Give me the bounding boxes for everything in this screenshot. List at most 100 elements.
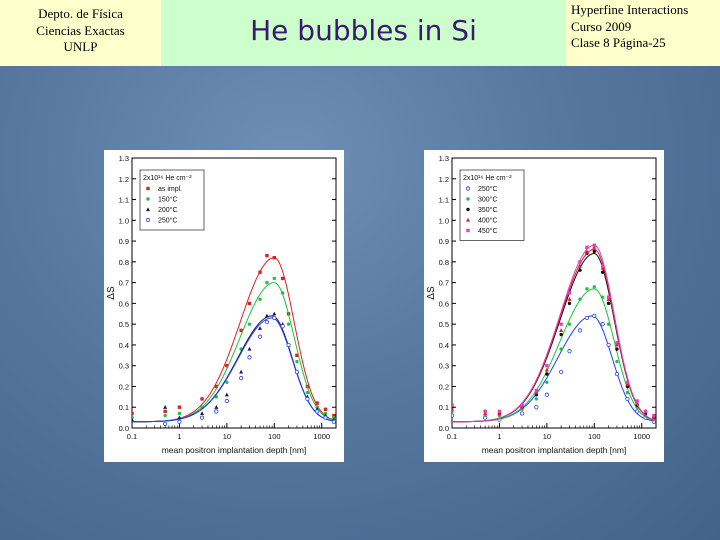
data-point (578, 260, 582, 264)
data-point (615, 341, 619, 345)
data-point (177, 415, 182, 420)
data-point (132, 417, 134, 422)
data-point (239, 328, 243, 333)
x-tick-label: 10 (543, 432, 551, 441)
series (132, 315, 336, 426)
x-tick-label: 1000 (313, 432, 330, 441)
y-tick-label: 0.5 (439, 320, 449, 329)
department-box: Depto. de Física Ciencias Exactas UNLP (0, 0, 161, 66)
data-point (272, 315, 277, 321)
data-point (132, 411, 134, 416)
data-point (559, 322, 563, 326)
y-tick-label: 1.0 (439, 216, 449, 225)
y-tick-label: 0.9 (439, 237, 449, 246)
legend-label: 150°C (158, 196, 178, 204)
data-point (652, 413, 656, 418)
data-point (614, 342, 619, 347)
data-point (224, 392, 229, 397)
data-point (585, 287, 589, 291)
data-point (200, 411, 205, 416)
data-point (545, 380, 549, 385)
data-point (465, 186, 471, 191)
y-tick-label: 0.6 (439, 299, 449, 308)
data-point (225, 380, 229, 385)
x-tick-label: 1000 (633, 432, 650, 441)
data-point (559, 328, 564, 332)
data-point (280, 291, 285, 295)
data-point (146, 197, 150, 201)
y-tick-label: 0.7 (119, 279, 129, 288)
y-tick-label: 1.0 (119, 216, 129, 225)
x-tick-label: 0.1 (127, 432, 137, 441)
data-point (466, 217, 470, 222)
data-point (544, 392, 549, 397)
x-axis-label: mean positron implantation depth [nm] (482, 445, 627, 455)
legend-label: 400°C (478, 217, 498, 225)
department-line-2: Ciencias Exactas (36, 22, 125, 38)
data-point (214, 384, 219, 389)
data-point (635, 399, 639, 403)
fit-curve (132, 317, 336, 423)
data-point (239, 376, 244, 381)
data-point (305, 390, 310, 395)
data-point (545, 363, 549, 368)
data-point (146, 207, 150, 212)
x-tick-label: 10 (223, 432, 231, 441)
x-tick-label: 1 (177, 432, 181, 441)
y-tick-label: 0.9 (119, 237, 129, 246)
chart-svg: 0.00.10.20.30.40.50.60.70.80.91.01.11.21… (424, 150, 664, 462)
data-point (247, 322, 252, 326)
data-point (452, 407, 454, 411)
data-point (497, 411, 502, 416)
chart-svg: 0.00.10.20.30.40.50.60.70.80.91.01.11.21… (104, 150, 344, 462)
title-box: He bubbles in Si (161, 0, 566, 66)
data-point (257, 334, 263, 339)
plot-frame (451, 157, 657, 429)
data-point (224, 398, 229, 404)
data-point (247, 346, 252, 351)
y-tick-label: 0.6 (119, 299, 129, 308)
y-tick-label: 0.7 (439, 279, 449, 288)
slide-title: He bubbles in Si (250, 14, 477, 47)
data-point (585, 245, 589, 250)
y-tick-label: 1.1 (439, 196, 449, 205)
legend: 2x10¹⁶ He cm⁻² 250°C 300°C 350°C 400°C 450°C (459, 169, 525, 241)
data-point (452, 413, 455, 418)
data-point (606, 297, 611, 301)
data-point (272, 276, 276, 281)
data-point (315, 401, 319, 405)
data-point (567, 322, 572, 326)
data-point (295, 359, 299, 364)
data-point (258, 326, 263, 330)
x-tick-label: 0.1 (447, 432, 457, 441)
data-point (625, 396, 630, 402)
data-point (584, 315, 590, 321)
data-point (606, 322, 611, 326)
course-line-2: Curso 2009 (571, 18, 632, 34)
x-tick-label: 100 (588, 432, 601, 441)
data-point (225, 363, 229, 368)
data-point (323, 407, 328, 412)
y-tick-label: 0.1 (119, 403, 129, 412)
data-point (280, 276, 285, 281)
data-point (163, 405, 168, 409)
data-point (567, 349, 572, 354)
data-point (625, 390, 630, 395)
y-tick-label: 0.5 (119, 320, 129, 329)
data-point (577, 328, 583, 333)
data-point (305, 396, 310, 402)
data-point (163, 409, 167, 414)
y-tick-label: 0.3 (119, 362, 129, 371)
y-tick-label: 1.2 (119, 175, 129, 184)
data-point (519, 411, 525, 416)
course-line-1: Hyperfine Interactions (571, 2, 689, 17)
data-point (592, 249, 596, 254)
data-point (643, 409, 648, 414)
data-point (163, 413, 167, 418)
legend-box (459, 169, 525, 241)
legend-title: 2x10¹⁶ He cm⁻² (463, 175, 512, 182)
data-point (651, 415, 656, 420)
y-tick-label: 0.0 (439, 424, 449, 433)
legend-label: 250°C (158, 217, 178, 225)
data-point (592, 313, 597, 318)
